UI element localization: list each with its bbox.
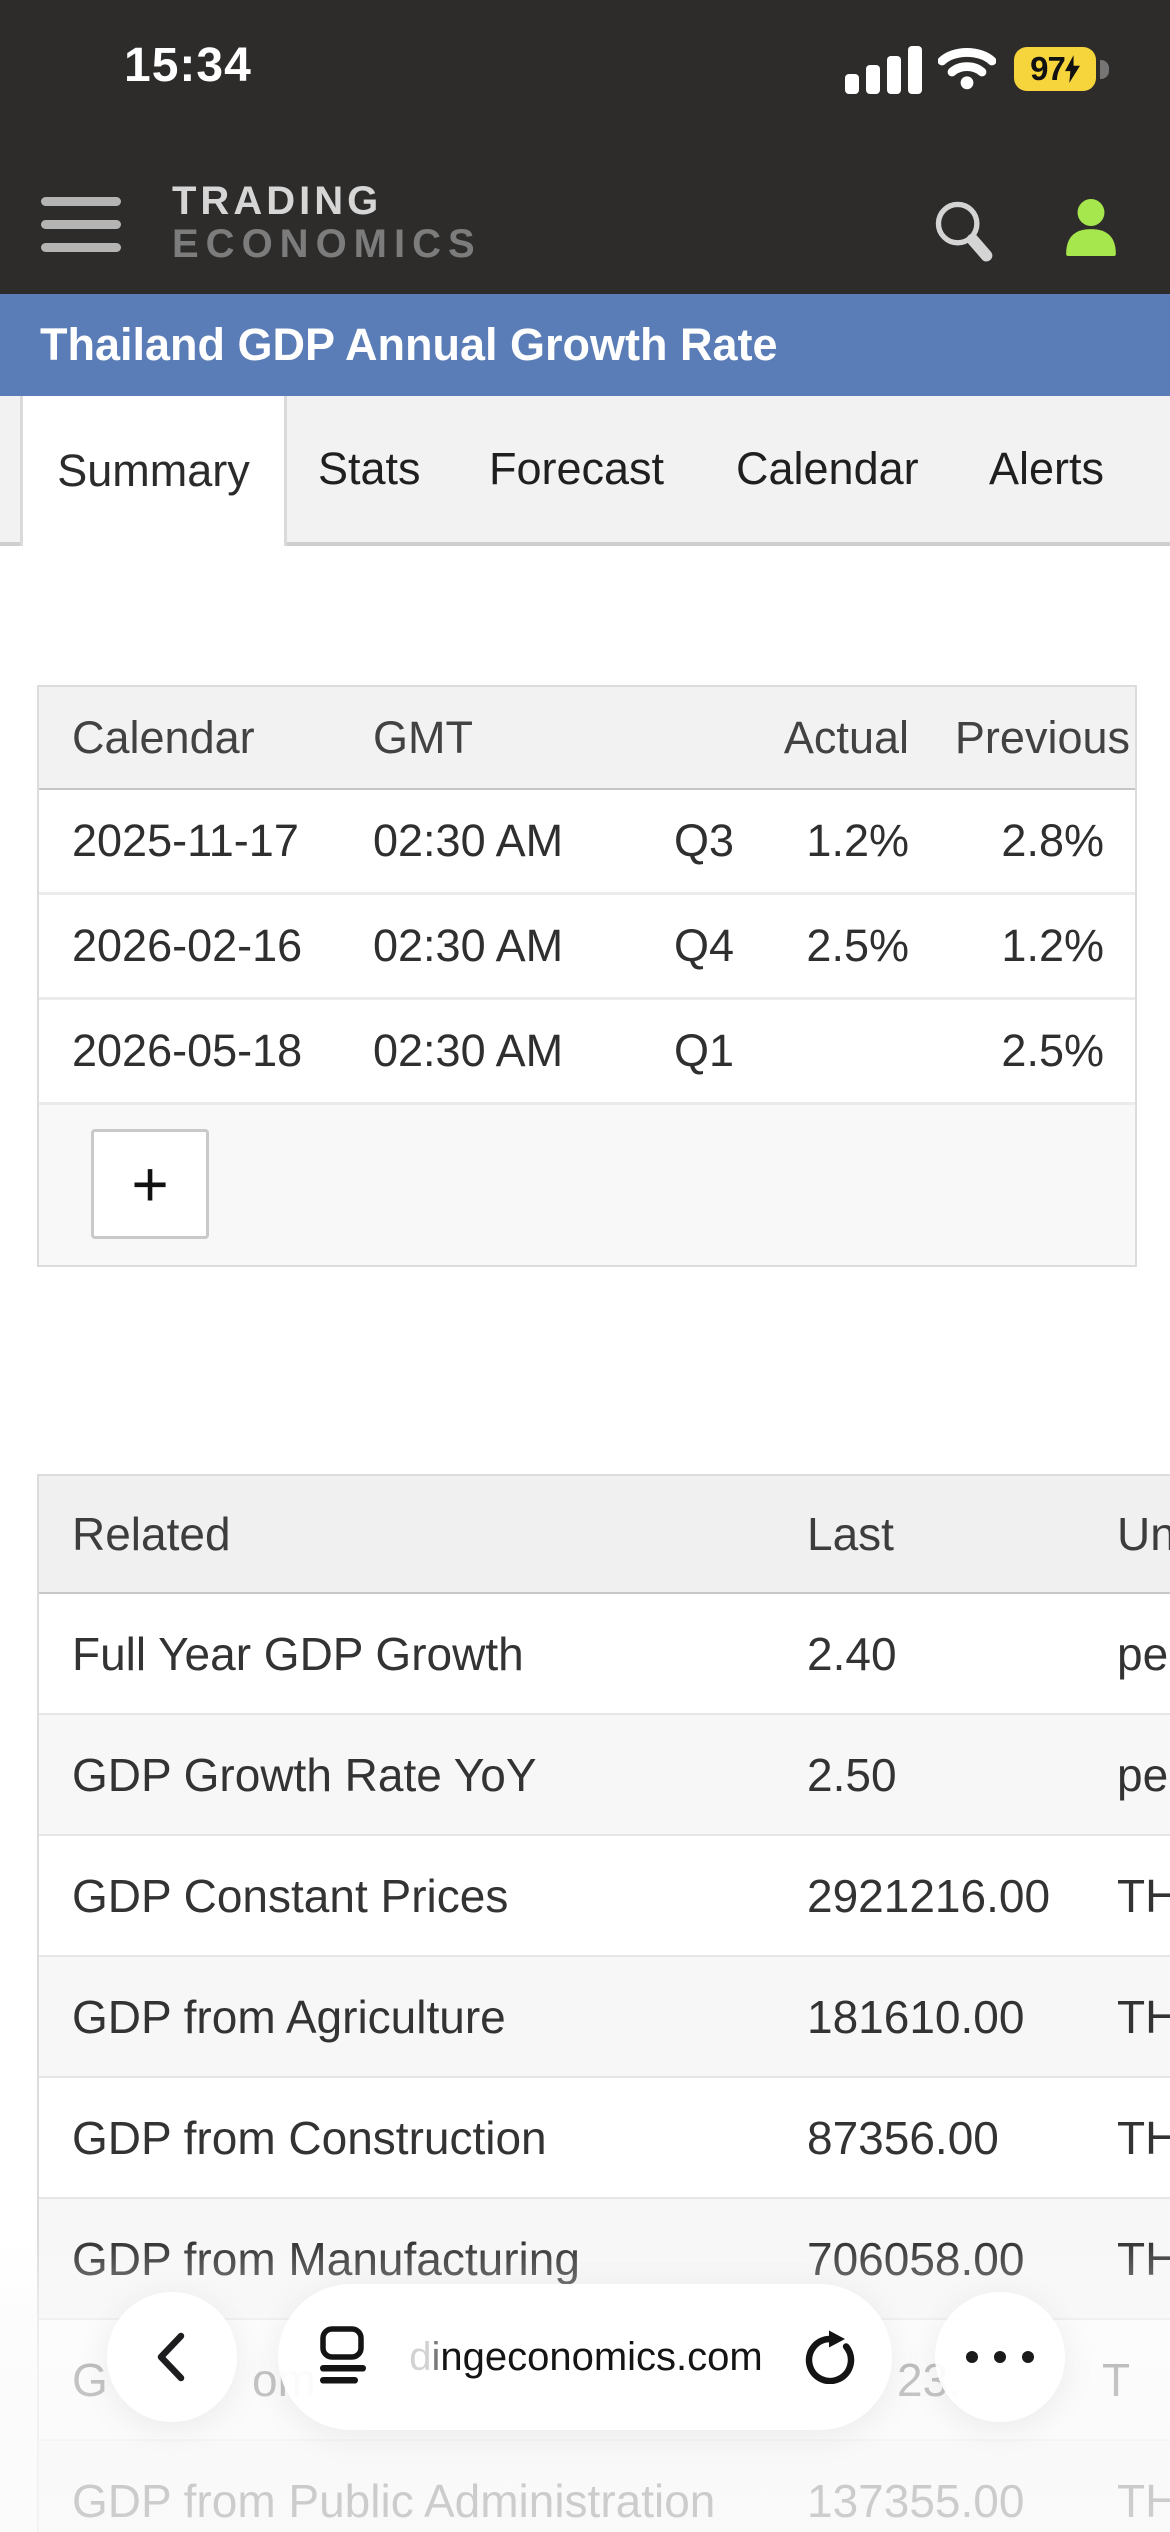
- page-title-banner: Thailand GDP Annual Growth Rate: [0, 294, 1170, 396]
- release-actual: 1.2%: [806, 815, 909, 866]
- menu-button[interactable]: [41, 197, 121, 253]
- col-gmt: GMT: [373, 711, 473, 763]
- indicator-unit: THB Million: [1117, 1990, 1170, 2043]
- calendar-row[interactable]: 2026-05-18 02:30 AM Q1 2.5%: [39, 997, 1135, 1102]
- col-last: Last: [807, 1508, 894, 1560]
- add-alert-button[interactable]: +: [91, 1129, 209, 1239]
- release-quarter: Q1: [673, 1025, 734, 1076]
- indicator-last: 181610.00: [807, 1990, 1025, 2043]
- battery-cap: [1100, 60, 1109, 79]
- page-title: Thailand GDP Annual Growth Rate: [40, 319, 778, 370]
- indicator-unit: percent: [1117, 1627, 1170, 1680]
- release-actual: 2.5%: [806, 920, 909, 971]
- release-date: 2025-11-17: [72, 815, 299, 866]
- indicator-last: 2921216.00: [807, 1869, 1051, 1922]
- battery-icon: 97: [1014, 47, 1096, 91]
- tab-forecast-label: Forecast: [489, 443, 665, 494]
- indicator-name: GDP Constant Prices: [72, 1869, 509, 1922]
- calendar-table-header: Calendar GMT Actual Previous: [39, 687, 1135, 790]
- calendar-row[interactable]: 2025-11-17 02:30 AM Q3 1.2% 2.8%: [39, 790, 1135, 892]
- release-time: 02:30 AM: [373, 815, 564, 866]
- tab-calendar[interactable]: Calendar: [736, 396, 919, 542]
- calendar-row[interactable]: 2026-02-16 02:30 AM Q4 2.5% 1.2%: [39, 892, 1135, 997]
- url-fragment-visible: ngeconomics.com: [440, 2334, 763, 2379]
- indicator-unit: percent: [1117, 1748, 1170, 1801]
- col-calendar: Calendar: [72, 711, 255, 763]
- ellipsis-icon: [958, 2351, 1042, 2363]
- release-date: 2026-05-18: [72, 1025, 303, 1076]
- indicator-last: 87356.00: [807, 2111, 999, 2164]
- logo-line-2: ECONOMICS: [172, 222, 482, 266]
- related-row[interactable]: GDP from Agriculture 181610.00 THB Milli…: [39, 1955, 1170, 2076]
- col-related: Related: [72, 1508, 231, 1560]
- calendar-table: Calendar GMT Actual Previous 2025-11-17 …: [37, 685, 1137, 1267]
- col-unit: Unit: [1117, 1508, 1170, 1560]
- indicator-name: GDP Growth Rate YoY: [72, 1748, 537, 1801]
- tab-calendar-label: Calendar: [736, 443, 919, 494]
- tab-alerts[interactable]: Alerts: [989, 396, 1104, 542]
- logo-line-1: TRADING: [172, 179, 383, 223]
- indicator-unit: THB Million: [1117, 2111, 1170, 2164]
- trading-economics-logo[interactable]: TRADING ECONOMICS: [172, 180, 482, 266]
- tab-stats[interactable]: Stats: [318, 396, 421, 542]
- battery-percent: 97: [1030, 50, 1066, 87]
- release-previous: 2.5%: [1001, 1025, 1104, 1076]
- reader-view-icon[interactable]: [314, 2324, 370, 2391]
- tab-summary[interactable]: Summary: [20, 396, 287, 546]
- tab-forecast[interactable]: Forecast: [489, 396, 664, 542]
- release-date: 2026-02-16: [72, 920, 303, 971]
- related-row[interactable]: GDP from Construction 87356.00 THB Milli…: [39, 2076, 1170, 2197]
- browser-more-button[interactable]: [935, 2292, 1065, 2422]
- plus-icon: +: [131, 1148, 169, 1220]
- account-icon[interactable]: [1062, 198, 1120, 261]
- indicator-last: 2.40: [807, 1627, 897, 1680]
- reload-icon[interactable]: [802, 2326, 858, 2389]
- search-icon[interactable]: [932, 198, 994, 267]
- related-table-header: Related Last Unit: [39, 1476, 1170, 1594]
- chevron-left-icon: [157, 2332, 185, 2382]
- browser-url-bar[interactable]: dingeconomics.com: [278, 2284, 892, 2430]
- tab-alerts-label: Alerts: [989, 443, 1105, 494]
- release-quarter: Q4: [673, 920, 734, 971]
- wifi-icon: [937, 46, 997, 95]
- url-fragment-faded: d: [409, 2334, 432, 2379]
- related-row[interactable]: GDP Growth Rate YoY 2.50 percent: [39, 1713, 1170, 1834]
- related-row[interactable]: GDP Constant Prices 2921216.00 THB Milli…: [39, 1834, 1170, 1955]
- url-text[interactable]: dingeconomics.com: [370, 2335, 802, 2380]
- tab-bar: Summary Stats Forecast Calendar Alerts: [0, 396, 1170, 546]
- indicator-last: 2.50: [807, 1748, 897, 1801]
- tab-stats-label: Stats: [318, 443, 421, 494]
- release-time: 02:30 AM: [373, 920, 564, 971]
- charging-bolt-icon: [1064, 55, 1080, 83]
- status-time: 15:34: [124, 39, 252, 92]
- related-row[interactable]: Full Year GDP Growth 2.40 percent: [39, 1594, 1170, 1713]
- indicator-unit: THB Million: [1117, 1869, 1170, 1922]
- cellular-signal-icon: [845, 44, 925, 94]
- release-time: 02:30 AM: [373, 1025, 564, 1076]
- indicator-name: GDP from Construction: [72, 2111, 547, 2164]
- browser-back-button[interactable]: [107, 2292, 237, 2422]
- tab-summary-label: Summary: [57, 445, 250, 496]
- release-quarter: Q3: [673, 815, 734, 866]
- release-previous: 1.2%: [1001, 920, 1104, 971]
- indicator-name: Full Year GDP Growth: [72, 1627, 524, 1680]
- release-previous: 2.8%: [1001, 815, 1104, 866]
- app-header: 15:34 97 TRADING ECONOMICS: [0, 0, 1170, 294]
- url-fragment-dim: i: [431, 2334, 441, 2379]
- calendar-table-footer: +: [39, 1102, 1135, 1265]
- indicator-name: GDP from Agriculture: [72, 1990, 506, 2043]
- col-previous: Previous: [954, 711, 1130, 763]
- col-actual: Actual: [783, 711, 909, 763]
